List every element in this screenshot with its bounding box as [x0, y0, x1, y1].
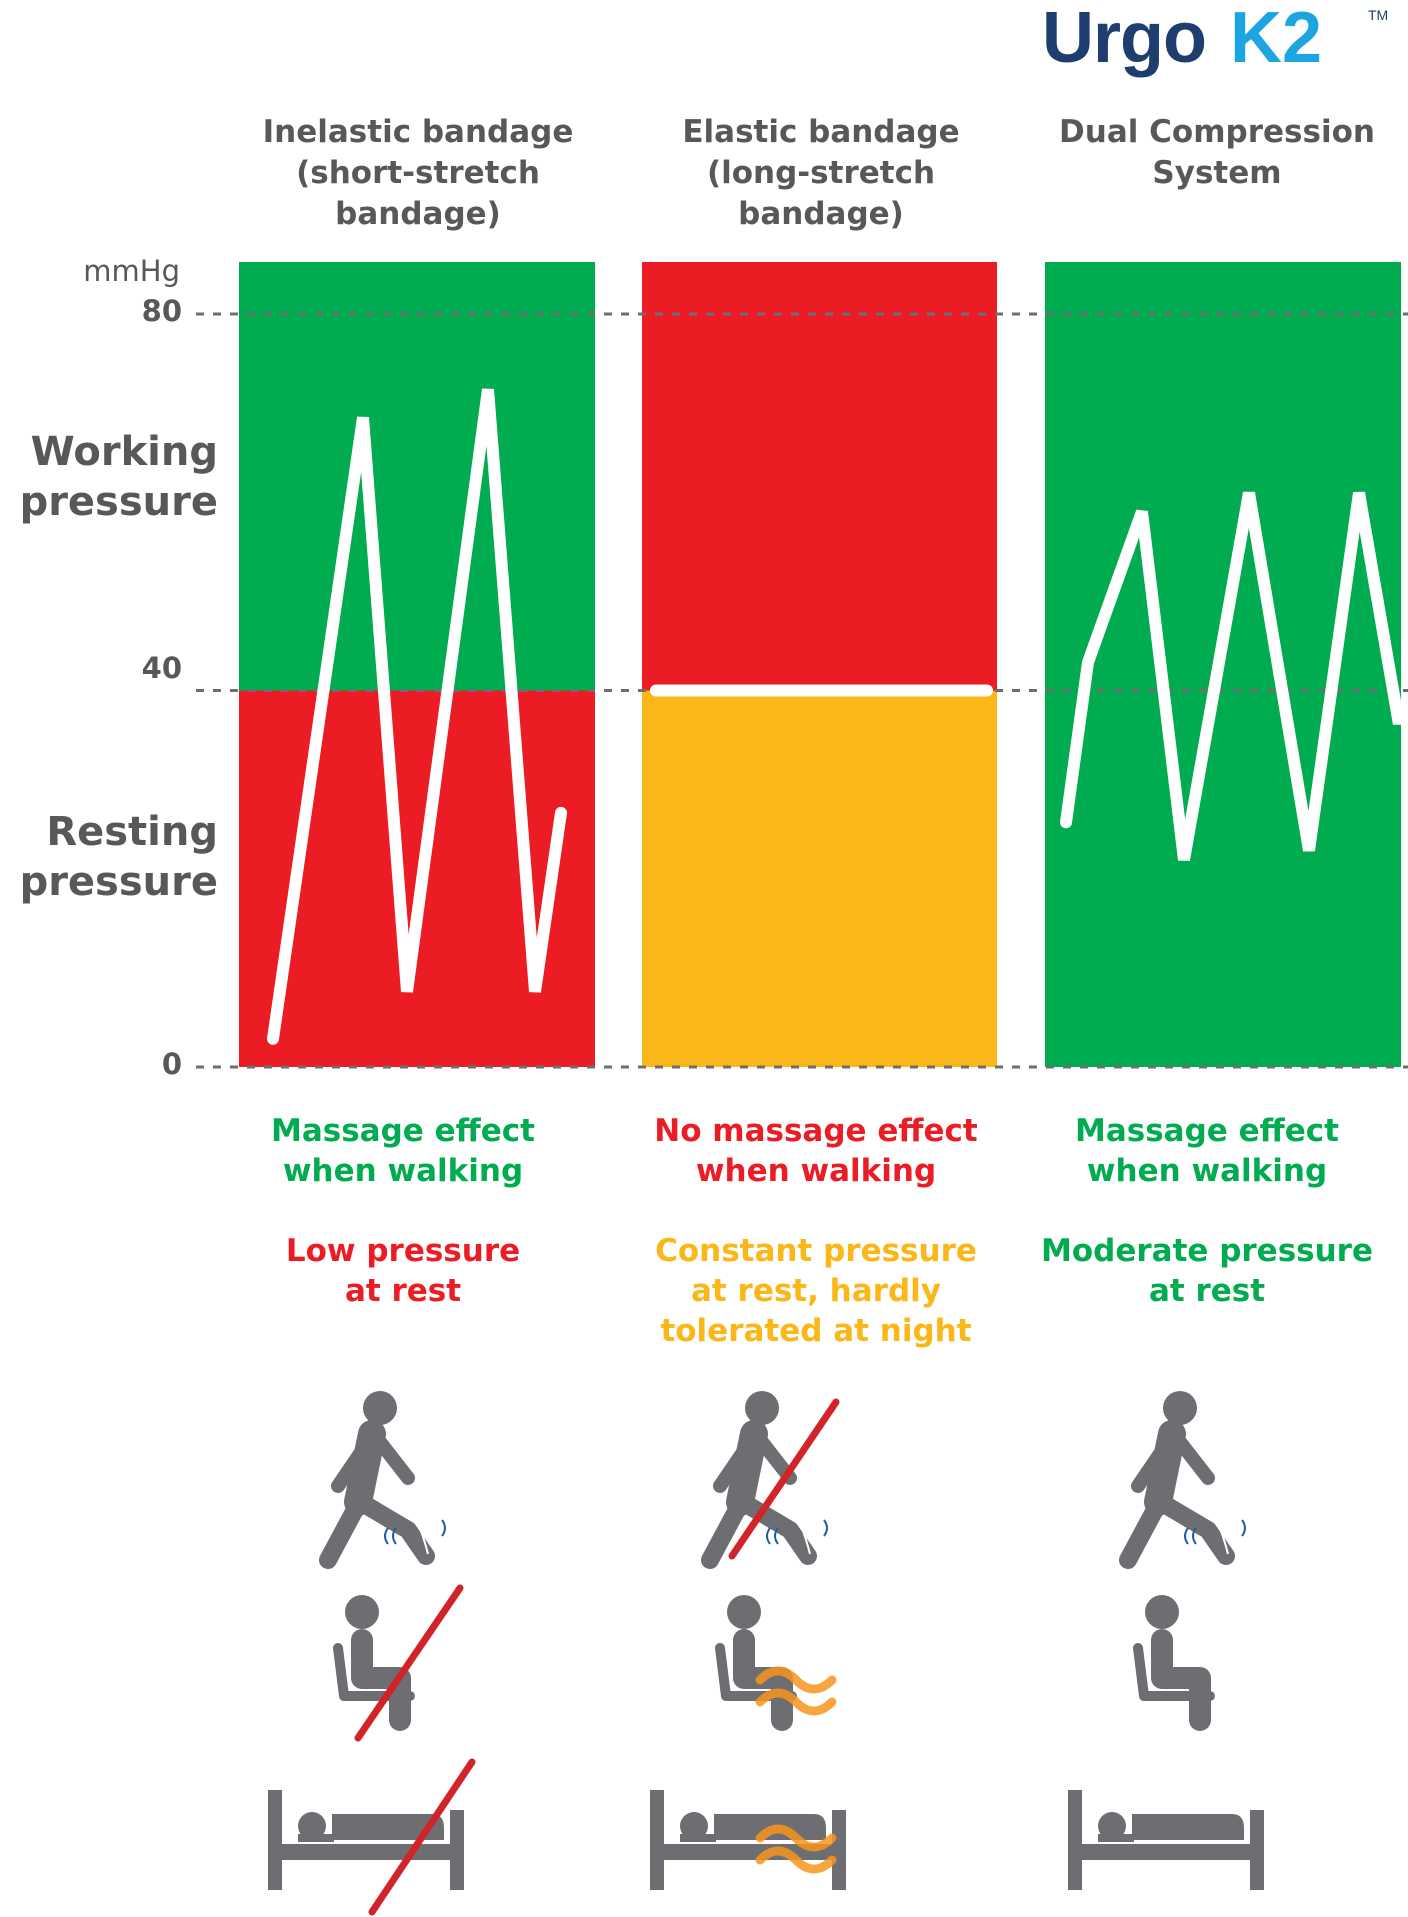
column-title-line: (long-stretch	[706, 155, 936, 191]
massage-effect-dual: Massage effect when walking	[1075, 1113, 1339, 1189]
resting-pressure-label: Resting pressure	[19, 809, 218, 905]
sitting-icon-col1	[333, 1595, 415, 1731]
column-title-line: System	[1152, 155, 1282, 191]
working-pressure-label: Working pressure	[19, 429, 218, 525]
cross-bed-col1	[368, 1758, 476, 1916]
pressure-line-col3	[1060, 491, 1408, 861]
rest-pressure-inelastic: Low pressure at rest	[285, 1233, 521, 1309]
rest-pressure-dual: Moderate pressure at rest	[1041, 1233, 1373, 1309]
svg-text:Urgo: Urgo	[1042, 2, 1206, 78]
svg-text:TM: TM	[1368, 7, 1388, 23]
bed-icon-col2	[650, 1790, 846, 1890]
walking-icon-col2	[701, 1391, 828, 1569]
bed-icon-col1	[268, 1790, 464, 1890]
rest-pressure-elastic: Constant pressure at rest, hardly tolerate…	[655, 1233, 977, 1349]
walking-icon-col1	[319, 1391, 446, 1569]
column-title-inelastic: Inelastic bandage (short-stretch bandage…	[228, 112, 608, 235]
y-tick-40: 40	[141, 651, 182, 685]
cross-walking-col2	[728, 1398, 840, 1560]
y-axis-unit: mmHg	[83, 254, 180, 288]
y-tick-80: 80	[141, 294, 182, 328]
cross-sitting-col1	[354, 1584, 464, 1742]
column-title-line: bandage)	[738, 196, 904, 232]
column-title-line: Dual Compression	[1059, 114, 1375, 150]
column-title-line: bandage)	[335, 196, 501, 232]
svg-text:K2: K2	[1230, 2, 1322, 78]
column-title-line: Elastic bandage	[682, 114, 960, 150]
y-tick-0: 0	[161, 1047, 182, 1081]
column-title-line: (short-stretch	[296, 155, 540, 191]
urgok2-logo: Urgo K2 TM	[1040, 0, 1400, 82]
walking-icon-col3	[1119, 1391, 1246, 1569]
column-title-dual: Dual Compression System	[1027, 112, 1407, 194]
massage-effect-elastic: No massage effect when walking	[654, 1113, 978, 1189]
column-title-line: Inelastic bandage	[262, 114, 574, 150]
sitting-icon-col3	[1133, 1595, 1215, 1731]
wavy-sitting-col2	[755, 1666, 837, 1716]
zone-green-col1	[239, 262, 595, 691]
wavy-bed-col2	[755, 1824, 837, 1874]
bed-icon-col3	[1068, 1790, 1264, 1890]
pressure-line-col1	[267, 388, 567, 1045]
massage-effect-inelastic: Massage effect when walking	[271, 1113, 535, 1189]
zone-red-col2	[642, 262, 997, 691]
zone-yellow-col2	[642, 690, 997, 1067]
column-title-elastic: Elastic bandage (long-stretch bandage)	[631, 112, 1011, 235]
